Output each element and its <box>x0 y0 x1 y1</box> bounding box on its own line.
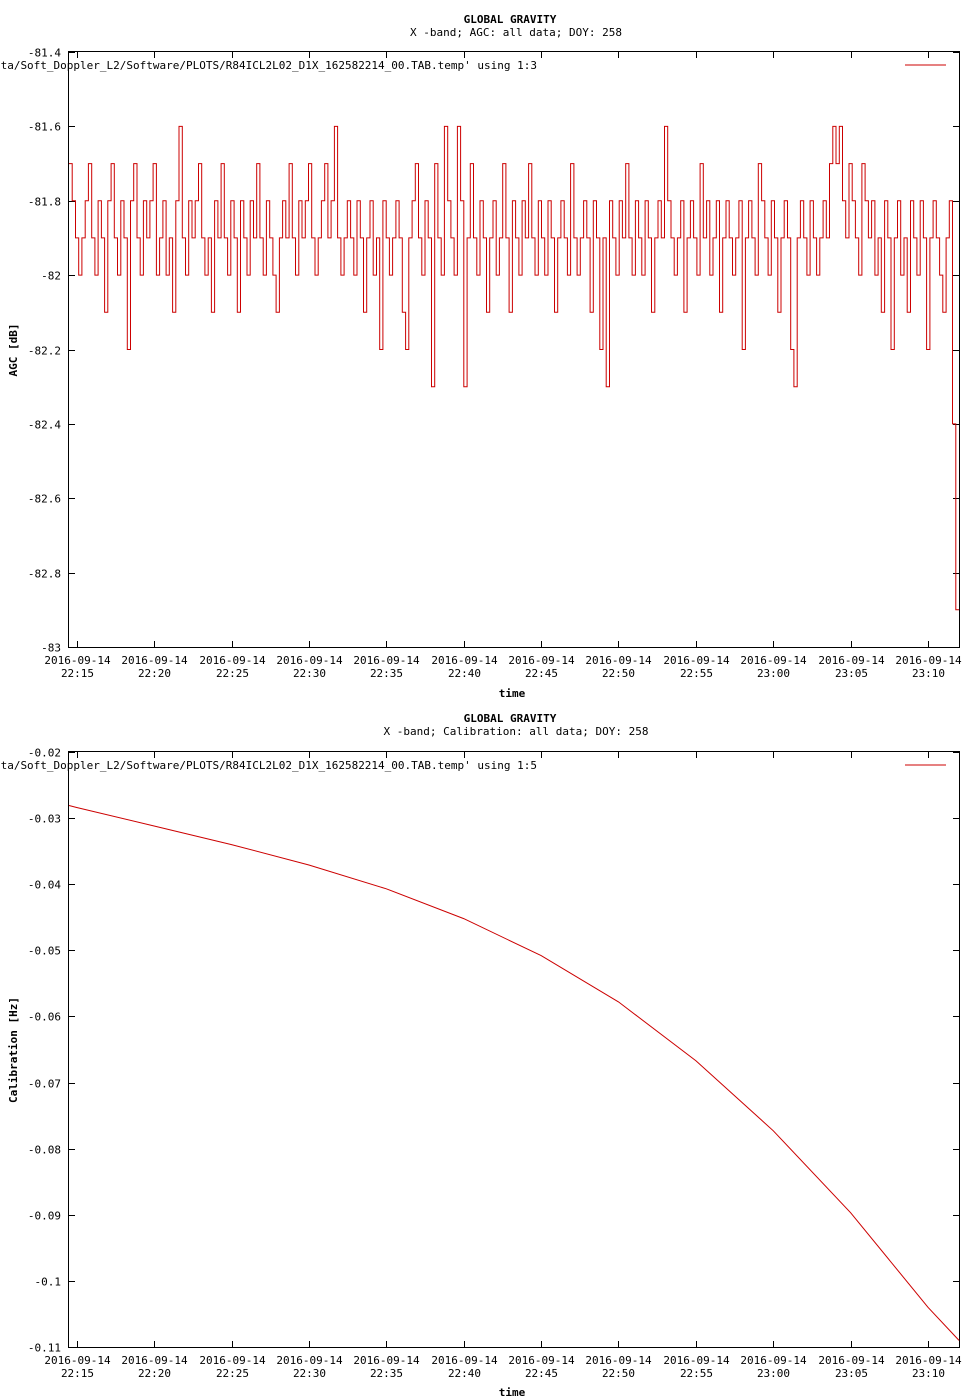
calibration-x-tick-date: 2016-09-14 <box>276 1354 343 1367</box>
agc-x-tick-label: 23:05 <box>835 667 868 680</box>
agc-x-tick-date: 2016-09-14 <box>199 654 266 667</box>
calibration-x-tick-date: 2016-09-14 <box>199 1354 266 1367</box>
agc-x-tick-date: 2016-09-14 <box>353 654 420 667</box>
agc-panel: GLOBAL GRAVITY X -band; AGC: all data; D… <box>0 13 962 700</box>
calibration-series-line <box>68 805 960 1341</box>
calibration-x-ticks: 2016-09-1422:152016-09-1422:202016-09-14… <box>44 752 962 1380</box>
calibration-x-axis-label: time <box>499 1386 526 1399</box>
calibration-panel: GLOBAL GRAVITY X -band; Calibration: all… <box>0 712 962 1399</box>
agc-y-tick-label: -82.4 <box>28 419 61 432</box>
calibration-x-tick-label: 22:55 <box>680 1367 713 1380</box>
agc-x-tick-label: 22:15 <box>61 667 94 680</box>
agc-x-tick-label: 22:30 <box>293 667 326 680</box>
agc-y-tick-label: -82.8 <box>28 568 61 581</box>
calibration-x-tick-date: 2016-09-14 <box>353 1354 420 1367</box>
agc-chart-subtitle: X -band; AGC: all data; DOY: 258 <box>410 26 622 39</box>
calibration-legend-label: 'Z:/ddswork/process_data/Soft_Doppler_L2… <box>0 759 537 772</box>
agc-y-tick-label: -82 <box>41 270 61 283</box>
agc-y-tick-label: -82.2 <box>28 345 61 358</box>
calibration-x-tick-label: 23:00 <box>757 1367 790 1380</box>
calibration-x-tick-label: 23:05 <box>835 1367 868 1380</box>
agc-x-tick-label: 22:50 <box>602 667 635 680</box>
calibration-y-tick-label: -0.09 <box>28 1210 61 1223</box>
calibration-y-tick-label: -0.04 <box>28 879 61 892</box>
calibration-x-tick-label: 22:25 <box>216 1367 249 1380</box>
agc-plot-frame <box>68 51 960 648</box>
agc-x-tick-date: 2016-09-14 <box>818 654 885 667</box>
calibration-x-tick-date: 2016-09-14 <box>585 1354 652 1367</box>
agc-x-tick-label: 22:35 <box>370 667 403 680</box>
agc-y-tick-label: -82.6 <box>28 493 61 506</box>
agc-y-axis-label: AGC [dB] <box>7 324 20 377</box>
agc-x-tick-date: 2016-09-14 <box>276 654 343 667</box>
calibration-y-ticks: -0.11 -0.1 -0.09 -0.08 -0.07 -0.06 -0.05 -0.04 -… <box>28 747 959 1355</box>
agc-y-tick-label: -81.8 <box>28 196 61 209</box>
agc-x-tick-label: 22:40 <box>448 667 481 680</box>
agc-y-tick-label: -81.4 <box>28 47 61 60</box>
calibration-x-tick-date: 2016-09-14 <box>508 1354 575 1367</box>
agc-x-axis-label: time <box>499 687 526 700</box>
calibration-y-tick-label: -0.1 <box>35 1276 62 1289</box>
agc-x-tick-date: 2016-09-14 <box>663 654 730 667</box>
calibration-x-tick-label: 22:15 <box>61 1367 94 1380</box>
calibration-x-tick-label: 23:10 <box>912 1367 945 1380</box>
calibration-chart-title: GLOBAL GRAVITY <box>464 712 557 725</box>
agc-x-tick-date: 2016-09-14 <box>895 654 962 667</box>
agc-x-ticks: 2016-09-1422:152016-09-1422:202016-09-14… <box>44 52 962 680</box>
agc-x-tick-date: 2016-09-14 <box>44 654 111 667</box>
calibration-chart-subtitle: X -band; Calibration: all data; DOY: 258 <box>384 725 649 738</box>
agc-series-line <box>69 125 959 611</box>
calibration-x-tick-date: 2016-09-14 <box>663 1354 730 1367</box>
calibration-x-tick-date: 2016-09-14 <box>44 1354 111 1367</box>
agc-x-tick-label: 22:25 <box>216 667 249 680</box>
agc-y-tick-label: -81.6 <box>28 121 61 134</box>
calibration-x-tick-label: 22:20 <box>138 1367 171 1380</box>
agc-y-tick-label: -83 <box>41 642 61 655</box>
agc-y-ticks: -83 -82.8 -82.6 -82.4 -82.2 -82 -81.8 -81.6 -81.… <box>28 47 959 655</box>
calibration-y-tick-label: -0.02 <box>28 747 61 760</box>
calibration-x-tick-label: 22:50 <box>602 1367 635 1380</box>
agc-x-tick-label: 22:20 <box>138 667 171 680</box>
agc-x-tick-date: 2016-09-14 <box>431 654 498 667</box>
calibration-x-tick-date: 2016-09-14 <box>818 1354 885 1367</box>
calibration-plot-frame <box>68 751 960 1348</box>
calibration-x-tick-label: 22:30 <box>293 1367 326 1380</box>
agc-x-tick-date: 2016-09-14 <box>121 654 188 667</box>
calibration-x-tick-label: 22:45 <box>525 1367 558 1380</box>
agc-x-tick-label: 23:10 <box>912 667 945 680</box>
calibration-x-tick-label: 22:35 <box>370 1367 403 1380</box>
agc-x-tick-label: 22:55 <box>680 667 713 680</box>
calibration-y-tick-label: -0.11 <box>28 1342 61 1355</box>
calibration-y-tick-label: -0.07 <box>28 1078 61 1091</box>
agc-chart-title: GLOBAL GRAVITY <box>464 13 557 26</box>
agc-legend-label: 'Z:/ddswork/process_data/Soft_Doppler_L2… <box>0 59 537 72</box>
agc-x-tick-date: 2016-09-14 <box>508 654 575 667</box>
calibration-x-tick-label: 22:40 <box>448 1367 481 1380</box>
calibration-y-tick-label: -0.05 <box>28 945 61 958</box>
calibration-y-tick-label: -0.03 <box>28 813 61 826</box>
calibration-x-tick-date: 2016-09-14 <box>121 1354 188 1367</box>
calibration-x-tick-date: 2016-09-14 <box>740 1354 807 1367</box>
agc-x-tick-label: 22:45 <box>525 667 558 680</box>
agc-x-tick-date: 2016-09-14 <box>585 654 652 667</box>
calibration-y-tick-label: -0.08 <box>28 1144 61 1157</box>
calibration-y-tick-label: -0.06 <box>28 1011 61 1024</box>
agc-x-tick-label: 23:00 <box>757 667 790 680</box>
calibration-x-tick-date: 2016-09-14 <box>431 1354 498 1367</box>
calibration-y-axis-label: Calibration [Hz] <box>7 997 20 1103</box>
calibration-x-tick-date: 2016-09-14 <box>895 1354 962 1367</box>
agc-x-tick-date: 2016-09-14 <box>740 654 807 667</box>
